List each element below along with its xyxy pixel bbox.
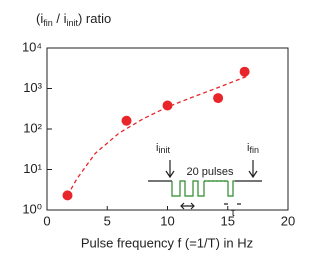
chart-title: (ifin / iinit) ratio (36, 11, 111, 28)
x-tick-label: 15 (221, 213, 235, 228)
title-part: / i (53, 11, 67, 26)
inset (148, 160, 262, 210)
label-part: init (158, 145, 170, 155)
title-part: fin (43, 18, 53, 28)
label-part: i (247, 142, 249, 154)
x-tick-label: 20 (281, 213, 295, 228)
x-tick-label: 5 (104, 213, 111, 228)
chart: (ifin / iinit) ratio Pulse frequency f (… (22, 11, 295, 250)
plot-frame (46, 47, 289, 211)
title-part: init (66, 18, 78, 28)
arrow-init (165, 160, 175, 179)
inset-tau-label: τ (231, 207, 236, 219)
data-point (121, 115, 132, 126)
label-part: fin (249, 145, 259, 155)
label-part: i (156, 142, 158, 154)
y-tick-label: 10² (23, 120, 42, 135)
fit-line (66, 75, 248, 196)
x-axis-label: Pulse frequency f (=1/T) in Hz (81, 235, 253, 250)
inset-init-label: iinit (156, 142, 170, 155)
title-part: (i (36, 11, 43, 26)
waveform-pulses (171, 180, 235, 197)
x-tick-label: 10 (160, 213, 174, 228)
data-point (239, 66, 250, 77)
title-part: ) ratio (78, 11, 111, 26)
y-tick-label: 10⁴ (22, 39, 42, 54)
arrow-fin (248, 160, 258, 179)
data-point (213, 93, 224, 104)
y-tick-label: 10³ (23, 80, 42, 95)
y-tick-label: 10⁰ (22, 201, 42, 216)
period-arrow (180, 202, 195, 210)
y-tick-label: 10¹ (23, 161, 42, 176)
data-point (62, 190, 73, 201)
inset-pulses-label: 20 pulses (186, 166, 234, 178)
data-point (162, 100, 173, 111)
x-tick-label: 0 (43, 213, 50, 228)
inset-fin-label: ifin (247, 142, 259, 155)
